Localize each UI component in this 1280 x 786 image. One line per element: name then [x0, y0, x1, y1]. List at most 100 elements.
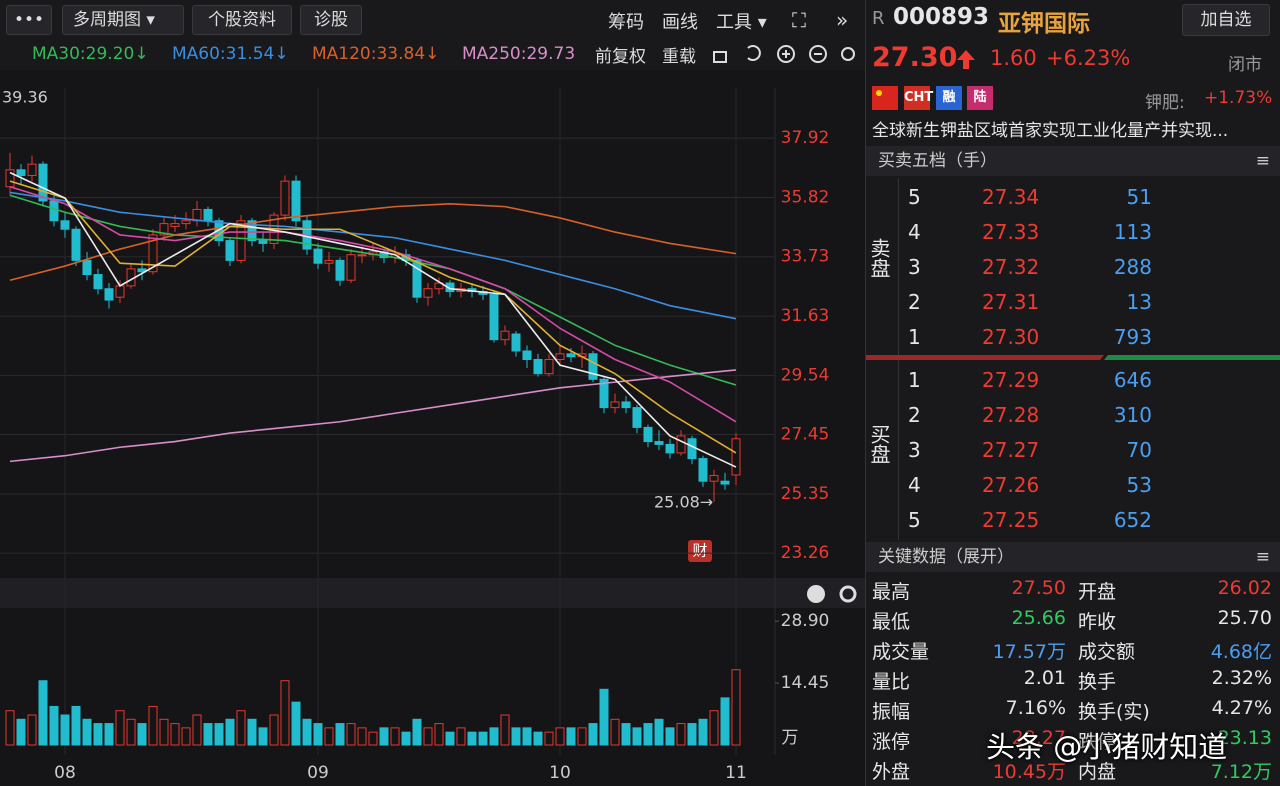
volume-bar: [115, 710, 125, 746]
y-tick-label: 25.35: [781, 484, 830, 504]
volume-bar: [27, 714, 37, 746]
undo-icon[interactable]: [747, 45, 761, 61]
level: 1: [908, 368, 921, 392]
volume-bar: [93, 723, 103, 746]
candle-body: [445, 282, 455, 293]
bid-ask-volume: 646: [1113, 368, 1152, 392]
candle-body: [291, 180, 301, 222]
volume-bar: [489, 727, 499, 746]
candle-body: [60, 220, 70, 230]
volume-bar: [401, 731, 411, 746]
menu-icon[interactable]: ≡: [1255, 547, 1270, 567]
zoom-in-icon[interactable]: [777, 45, 795, 63]
legend-entry: MA250:29.73: [462, 44, 575, 64]
period-button[interactable]: 多周期图 ▾: [62, 5, 184, 35]
candle-body: [247, 220, 257, 242]
diagnose-button[interactable]: 诊股: [300, 5, 362, 35]
bid-ask-price: 27.34: [982, 185, 1040, 209]
news[interactable]: 全球新生钾盐区域首家实现工业化量产并实现...: [872, 121, 1229, 141]
candle-body: [434, 282, 444, 290]
y-tick-label: 35.82: [781, 188, 830, 208]
bid-ask-volume: 652: [1113, 508, 1152, 532]
candle-body: [489, 293, 499, 341]
candle-body: [687, 438, 697, 460]
volume-bar: [709, 710, 719, 746]
volume-bar: [511, 727, 521, 746]
x-tick-label: 11: [725, 763, 747, 783]
ma-line: [9, 180, 737, 454]
period-label: 多周期图: [73, 10, 141, 30]
legend-entry: MA30:29.20↓: [32, 44, 149, 64]
candle-body: [412, 259, 422, 298]
chips-button[interactable]: 筹码: [608, 12, 644, 33]
volume-bar: [49, 705, 59, 746]
flag-icon: [872, 86, 898, 110]
y-tick-label: 31.63: [781, 306, 830, 326]
volume-bar: [555, 727, 565, 746]
status: 闭市: [1228, 55, 1262, 75]
bid-ask-price: 27.27: [982, 438, 1040, 462]
bid-ask-price: 27.26: [982, 473, 1040, 497]
volume-bar: [643, 723, 653, 746]
collapse-icon[interactable]: »: [836, 8, 849, 32]
y-tick-label: 29.54: [781, 365, 830, 385]
sector-pct: +1.73%: [1204, 88, 1273, 108]
fullscreen-icon[interactable]: ⛶: [792, 8, 806, 32]
volume-bar: [313, 723, 323, 746]
tools-button[interactable]: 工具 ▾: [716, 12, 767, 33]
ma-line: [9, 191, 737, 320]
divider: [865, 0, 866, 786]
candle-body: [82, 259, 92, 276]
badge[interactable]: 财: [692, 542, 707, 560]
ma-line: [9, 202, 737, 281]
draw-button[interactable]: 画线: [662, 12, 698, 33]
bid-ask-volume: 310: [1113, 403, 1152, 427]
close-icon[interactable]: [807, 585, 825, 603]
key-data-title[interactable]: 关键数据（展开）: [878, 547, 1014, 567]
candle-body: [698, 458, 708, 482]
volume-bar: [280, 680, 290, 746]
volume-bar: [71, 705, 81, 746]
volume-bar: [379, 727, 389, 746]
volume-bar: [346, 723, 356, 746]
volume-bar: [676, 723, 686, 746]
volume-bar: [16, 718, 26, 746]
candle-body: [665, 443, 675, 454]
candle-body: [533, 358, 543, 375]
volume-bar: [720, 697, 730, 746]
legend-entry: MA120:33.84↓: [312, 44, 439, 64]
volume-bar: [434, 723, 444, 746]
ma-line: [9, 171, 737, 468]
tag: 融: [936, 86, 962, 110]
more-button[interactable]: •••: [6, 5, 52, 35]
volume-bar: [533, 731, 543, 746]
level: 4: [908, 220, 921, 244]
key-label: 内盘: [1078, 761, 1117, 783]
candle-body: [335, 259, 345, 281]
add-watchlist[interactable]: 加自选: [1182, 4, 1270, 36]
watermark: 头条 @小猪财知道: [986, 730, 1228, 764]
adjust-button[interactable]: 前复权: [595, 47, 646, 67]
key-value: 10.45万: [992, 761, 1066, 783]
profile-button[interactable]: 个股资料: [192, 5, 292, 35]
spread-bar: [866, 355, 1280, 360]
bid-ask-volume: 288: [1113, 255, 1152, 279]
bid-ask-volume: 70: [1126, 438, 1152, 462]
reload-button[interactable]: 重载: [662, 47, 696, 67]
candle-body: [632, 407, 642, 428]
max-label: 39.36: [2, 88, 48, 107]
y-tick-label: 33.73: [781, 247, 830, 267]
volume-bar: [38, 680, 48, 746]
candle-body: [500, 330, 510, 341]
candle-body: [731, 438, 741, 476]
volume-settings-icon[interactable]: [839, 585, 857, 603]
lock-icon[interactable]: [713, 51, 727, 63]
settings-icon[interactable]: [841, 47, 855, 61]
zoom-out-icon[interactable]: [809, 45, 827, 63]
volume-bar: [82, 718, 92, 746]
volume-unit: 万: [782, 728, 799, 748]
volume-bar: [137, 723, 147, 746]
menu-icon[interactable]: ≡: [1255, 151, 1270, 171]
candle-body: [225, 240, 235, 261]
bid-ask-price: 27.29: [982, 368, 1040, 392]
